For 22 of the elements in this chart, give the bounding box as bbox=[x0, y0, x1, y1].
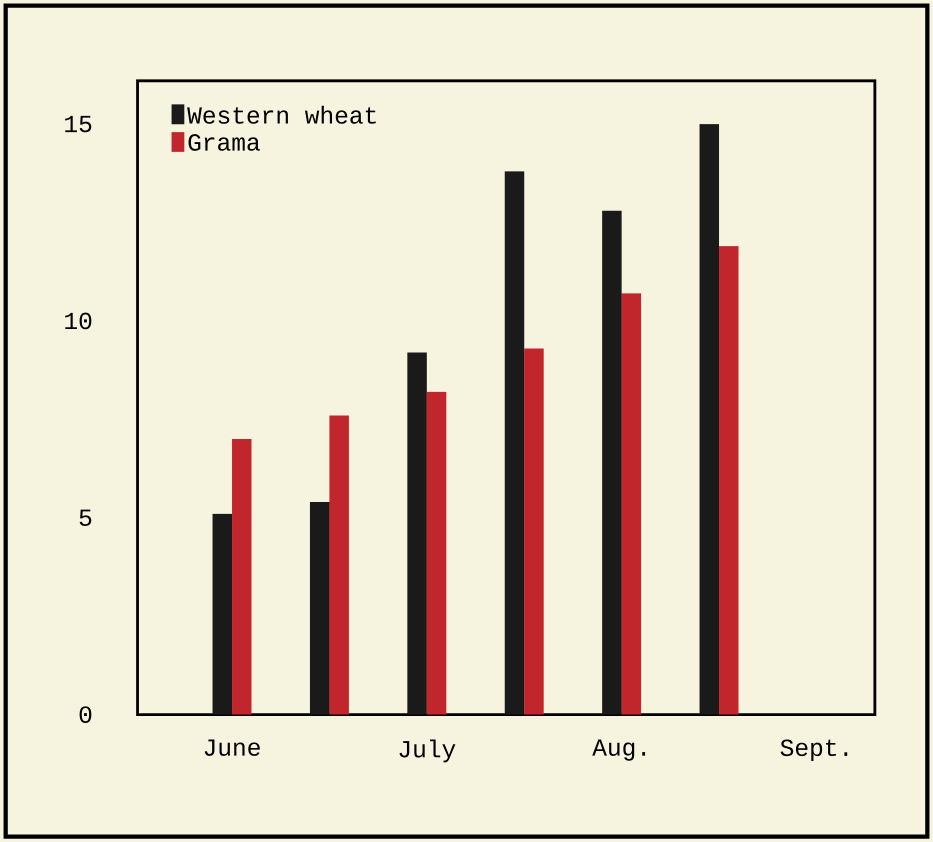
bar bbox=[719, 246, 739, 715]
bar bbox=[504, 171, 524, 715]
bar bbox=[602, 210, 622, 715]
x-tick-label: July bbox=[400, 739, 456, 762]
bar bbox=[232, 438, 252, 715]
legend-label: Grama bbox=[188, 134, 260, 151]
bar bbox=[407, 352, 427, 715]
bar bbox=[700, 124, 720, 715]
bar bbox=[212, 514, 232, 715]
y-tick-label: 10 bbox=[65, 312, 92, 330]
bar bbox=[310, 502, 330, 715]
bar bbox=[524, 348, 544, 715]
bar bbox=[622, 293, 642, 715]
bar bbox=[426, 392, 446, 715]
y-tick-label: 15 bbox=[65, 116, 92, 132]
bar bbox=[329, 415, 349, 715]
y-tick-label: 0 bbox=[80, 706, 92, 723]
x-tick-label: Aug. bbox=[592, 739, 646, 761]
y-tick-label: 5 bbox=[80, 509, 92, 526]
x-tick-label: June bbox=[204, 739, 260, 756]
legend-label: Western wheat bbox=[187, 106, 376, 124]
x-tick-label: Sept. bbox=[780, 739, 848, 761]
